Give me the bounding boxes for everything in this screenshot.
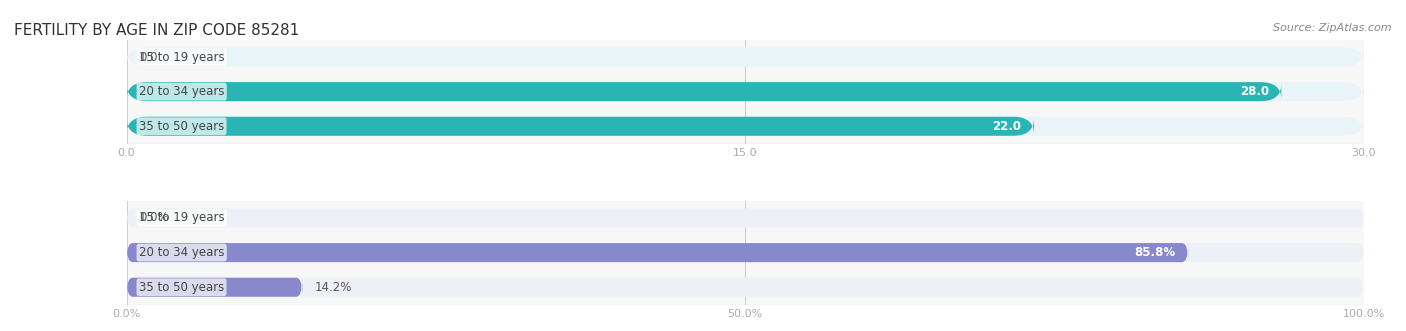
Text: 22.0: 22.0 [993, 120, 1022, 133]
Text: 20 to 34 years: 20 to 34 years [139, 85, 225, 98]
Text: 0.0: 0.0 [139, 51, 157, 64]
FancyBboxPatch shape [127, 82, 1281, 101]
FancyBboxPatch shape [127, 48, 1364, 67]
Text: 15 to 19 years: 15 to 19 years [139, 51, 225, 64]
Text: 14.2%: 14.2% [315, 281, 352, 294]
Text: Source: ZipAtlas.com: Source: ZipAtlas.com [1274, 23, 1392, 33]
FancyBboxPatch shape [127, 117, 1364, 136]
Text: 35 to 50 years: 35 to 50 years [139, 281, 224, 294]
Text: 0.0%: 0.0% [139, 212, 169, 224]
Text: 85.8%: 85.8% [1135, 246, 1175, 259]
FancyBboxPatch shape [127, 243, 1364, 262]
Text: 15 to 19 years: 15 to 19 years [139, 212, 225, 224]
Text: 28.0: 28.0 [1240, 85, 1270, 98]
FancyBboxPatch shape [127, 243, 1188, 262]
FancyBboxPatch shape [127, 117, 1033, 136]
FancyBboxPatch shape [127, 209, 1364, 227]
Text: FERTILITY BY AGE IN ZIP CODE 85281: FERTILITY BY AGE IN ZIP CODE 85281 [14, 23, 299, 38]
FancyBboxPatch shape [127, 278, 302, 297]
Text: 20 to 34 years: 20 to 34 years [139, 246, 225, 259]
FancyBboxPatch shape [127, 82, 1364, 101]
Text: 35 to 50 years: 35 to 50 years [139, 120, 224, 133]
FancyBboxPatch shape [127, 278, 1364, 297]
